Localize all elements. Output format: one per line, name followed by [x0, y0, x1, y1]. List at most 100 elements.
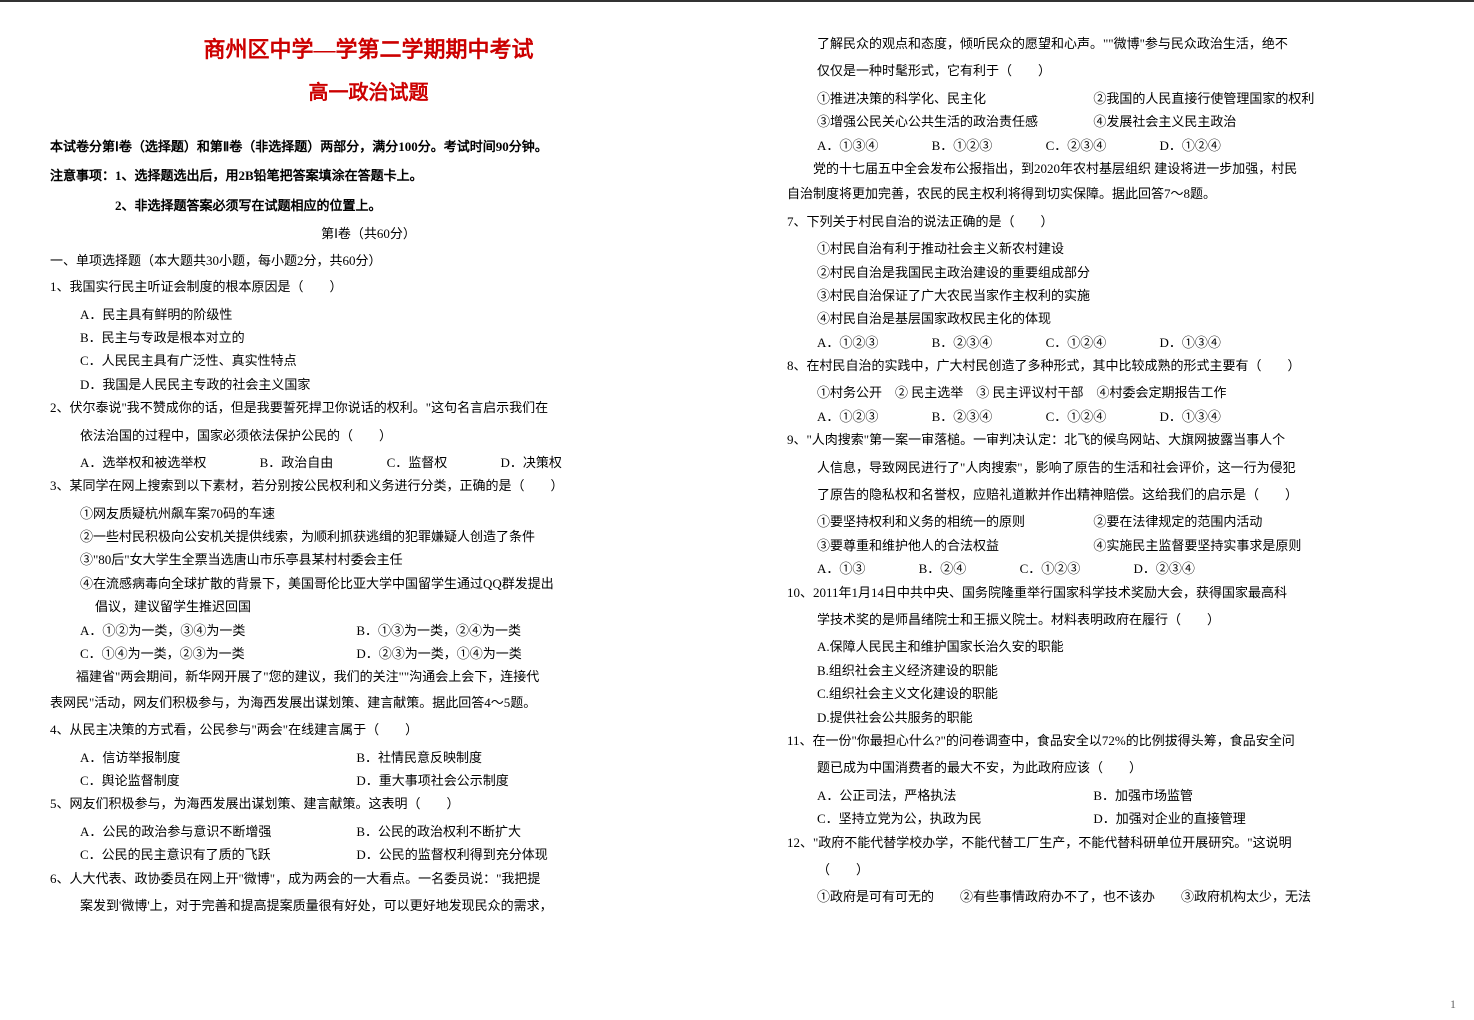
q8-opt-d: D．①③④ — [1159, 405, 1220, 428]
q10-opt-a: A.保障人民民主和维护国家长治久安的职能 — [787, 635, 1424, 658]
q8-opt-a: A．①②③ — [817, 405, 878, 428]
q2-opt-b: B．政治自由 — [260, 451, 334, 474]
q8-options: A．①②③ B．②③④ C．①②④ D．①③④ — [787, 405, 1424, 428]
q4-opt-c: C．舆论监督制度 — [80, 769, 353, 792]
q6-i3: ③增强公民关心公共生活的政治责任感 — [817, 110, 1090, 133]
q4-opt-d: D．重大事项社会公示制度 — [356, 769, 629, 792]
q9-opt-c: C．①②③ — [1020, 557, 1081, 580]
q6-stem4: 仅仅是一种时髦形式，它有利于（ ） — [787, 59, 1424, 82]
instruction-1: 本试卷分第Ⅰ卷（选择题）和第Ⅱ卷（非选择题）两部分，满分100分。考试时间90分… — [50, 135, 687, 158]
q5-opt-d: D．公民的监督权利得到充分体现 — [356, 843, 629, 866]
q3-row1: A．①②为一类，③④为一类 B．①③为一类，②④为一类 — [50, 619, 687, 642]
q1-opt-b: B．民主与专政是根本对立的 — [50, 326, 687, 349]
q11-opt-b: B．加强市场监管 — [1093, 784, 1366, 807]
passage78-p2: 自治制度将更加完善，农民的民主权利将得到切实保障。据此回答7～8题。 — [787, 182, 1424, 205]
passage45-p1: 福建省"两会期间，新华网开展了"您的建议，我们的关注""沟通会上会下，连接代 — [50, 665, 687, 688]
q10-opt-b: B.组织社会主义经济建设的职能 — [787, 659, 1424, 682]
q4-opt-b: B．社情民意反映制度 — [356, 746, 629, 769]
q7-opt-a: A．①②③ — [817, 331, 878, 354]
q7-opt-b: B．②③④ — [932, 331, 993, 354]
q5-stem: 5、网友们积极参与，为海西发展出谋划策、建言献策。这表明（ ） — [50, 792, 687, 815]
q11-stem1: 11、在一份"你最担心什么?"的问卷调查中，食品安全以72%的比例拔得头筹，食品… — [787, 729, 1424, 752]
q5-row1: A．公民的政治参与意识不断增强 B．公民的政治权利不断扩大 — [50, 820, 687, 843]
q2-opt-d: D．决策权 — [500, 451, 561, 474]
q6-opt-d: D．①②④ — [1159, 134, 1220, 157]
page-number: 1 — [1450, 997, 1456, 1012]
q6-i1: ①推进决策的科学化、民主化 — [817, 87, 1090, 110]
q7-i2: ②村民自治是我国民主政治建设的重要组成部分 — [787, 261, 1424, 284]
q5-opt-c: C．公民的民主意识有了质的飞跃 — [80, 843, 353, 866]
q12-stem1: 12、"政府不能代替学校办学，不能代替工厂生产，不能代替科研单位开展研究。"这说… — [787, 831, 1424, 854]
q11-row2: C．坚持立党为公，执政为民 D．加强对企业的直接管理 — [787, 807, 1424, 830]
title-sub: 高一政治试题 — [50, 76, 687, 105]
q9-options: A．①③ B．②④ C．①②③ D．②③④ — [787, 557, 1424, 580]
q6-options: A．①③④ B．①②③ C．②③④ D．①②④ — [787, 134, 1424, 157]
q7-i4: ④村民自治是基层国家政权民主化的体现 — [787, 307, 1424, 330]
q8-stem: 8、在村民自治的实践中，广大村民创造了多种形式，其中比较成熟的形式主要有（ ） — [787, 354, 1424, 377]
q9-irow2: ③要尊重和维护他人的合法权益 ④实施民主监督要坚持实事求是原则 — [787, 534, 1424, 557]
q7-options: A．①②③ B．②③④ C．①②④ D．①③④ — [787, 331, 1424, 354]
q3-i4: ④在流感病毒向全球扩散的背景下，美国哥伦比亚大学中国留学生通过QQ群发提出 — [50, 572, 687, 595]
q7-i3: ③村民自治保证了广大农民当家作主权利的实施 — [787, 284, 1424, 307]
q12-i: ①政府是可有可无的 ②有些事情政府办不了，也不该办 ③政府机构太少，无法 — [787, 885, 1424, 908]
q3-opt-d: D．②③为一类，①④为一类 — [356, 642, 629, 665]
q11-stem2: 题已成为中国消费者的最大不安，为此政府应该（ ） — [787, 756, 1424, 779]
q4-row1: A．信访举报制度 B．社情民意反映制度 — [50, 746, 687, 769]
q6-i4: ④发展社会主义民主政治 — [1093, 110, 1366, 133]
q10-opt-d: D.提供社会公共服务的职能 — [787, 706, 1424, 729]
q8-opt-c: C．①②④ — [1046, 405, 1107, 428]
q9-i1: ①要坚持权利和义务的相统一的原则 — [817, 510, 1090, 533]
q11-opt-d: D．加强对企业的直接管理 — [1093, 807, 1366, 830]
q9-stem2: 人信息，导致网民进行了"人肉搜索"，影响了原告的生活和社会评价，这一行为侵犯 — [787, 456, 1424, 479]
q11-opt-c: C．坚持立党为公，执政为民 — [817, 807, 1090, 830]
q10-opt-c: C.组织社会主义文化建设的职能 — [787, 682, 1424, 705]
q7-stem: 7、下列关于村民自治的说法正确的是（ ） — [787, 210, 1424, 233]
q6-stem1: 6、人大代表、政协委员在网上开"微博"，成为两会的一大看点。一名委员说："我把提 — [50, 867, 687, 890]
q3-i2: ②一些村民积极向公安机关提供线索，为顺利抓获逃缉的犯罪嫌疑人创造了条件 — [50, 525, 687, 548]
q2-opt-c: C．监督权 — [387, 451, 448, 474]
title-main: 商州区中学—学第二学期期中考试 — [50, 32, 687, 64]
q6-irow2: ③增强公民关心公共生活的政治责任感 ④发展社会主义民主政治 — [787, 110, 1424, 133]
q9-stem1: 9、"人肉搜索"第一案一审落槌。一审判决认定：北飞的候鸟网站、大旗网披露当事人个 — [787, 428, 1424, 451]
q9-opt-b: B．②④ — [919, 557, 967, 580]
q6-irow1: ①推进决策的科学化、民主化 ②我国的人民直接行使管理国家的权利 — [787, 87, 1424, 110]
q3-stem: 3、某同学在网上搜索到以下素材，若分别按公民权利和义务进行分类，正确的是（ ） — [50, 474, 687, 497]
q5-row2: C．公民的民主意识有了质的飞跃 D．公民的监督权利得到充分体现 — [50, 843, 687, 866]
q9-stem3: 了原告的隐私权和名誉权，应赔礼道歉并作出精神赔偿。这给我们的启示是（ ） — [787, 483, 1424, 506]
q6-opt-b: B．①②③ — [932, 134, 993, 157]
q1-opt-d: D．我国是人民民主专政的社会主义国家 — [50, 373, 687, 396]
q4-stem: 4、从民主决策的方式看，公民参与"两会"在线建言属于（ ） — [50, 718, 687, 741]
q6-opt-a: A．①③④ — [817, 134, 878, 157]
q3-row2: C．①④为一类，②③为一类 D．②③为一类，①④为一类 — [50, 642, 687, 665]
q1-stem: 1、我国实行民主听证会制度的根本原因是（ ） — [50, 275, 687, 298]
q6-stem2: 案发到'微博'上，对于完善和提高提案质量很有好处，可以更好地发现民众的需求， — [50, 894, 687, 917]
q7-opt-c: C．①②④ — [1046, 331, 1107, 354]
q4-row2: C．舆论监督制度 D．重大事项社会公示制度 — [50, 769, 687, 792]
q2-stem2: 依法治国的过程中，国家必须依法保护公民的（ ） — [50, 424, 687, 447]
q2-opt-a: A．选举权和被选举权 — [80, 451, 206, 474]
q9-i4: ④实施民主监督要坚持实事求是原则 — [1093, 534, 1366, 557]
q9-opt-d: D．②③④ — [1133, 557, 1194, 580]
q3-opt-c: C．①④为一类，②③为一类 — [80, 642, 353, 665]
instruction-3: 2、非选择题答案必须写在试题相应的位置上。 — [50, 194, 687, 217]
q6-stem3: 了解民众的观点和态度，倾听民众的愿望和心声。""微博"参与民众政治生活，绝不 — [787, 32, 1424, 55]
q8-opt-b: B．②③④ — [932, 405, 993, 428]
right-column: 了解民众的观点和态度，倾听民众的愿望和心声。""微博"参与民众政治生活，绝不 仅… — [737, 0, 1474, 1020]
q9-opt-a: A．①③ — [817, 557, 865, 580]
q6-opt-c: C．②③④ — [1046, 134, 1107, 157]
instruction-2: 注意事项：1、选择题选出后，用2B铅笔把答案填涂在答题卡上。 — [50, 164, 687, 187]
q11-row1: A．公正司法，严格执法 B．加强市场监管 — [787, 784, 1424, 807]
q10-stem1: 10、2011年1月14日中共中央、国务院隆重举行国家科学技术奖励大会，获得国家… — [787, 581, 1424, 604]
q2-stem1: 2、伏尔泰说"我不赞成你的话，但是我要誓死捍卫你说话的权利。"这句名言启示我们在 — [50, 396, 687, 419]
passage78-p1: 党的十七届五中全会发布公报指出，到2020年农村基层组织 建设将进一步加强，村民 — [787, 157, 1424, 180]
q3-i1: ①网友质疑杭州飙车案70码的车速 — [50, 502, 687, 525]
q2-options: A．选举权和被选举权 B．政治自由 C．监督权 D．决策权 — [50, 451, 687, 474]
q10-stem2: 学技术奖的是师昌绪院士和王振义院士。材料表明政府在履行（ ） — [787, 608, 1424, 631]
q5-opt-b: B．公民的政治权利不断扩大 — [356, 820, 629, 843]
q7-i1: ①村民自治有利于推动社会主义新农村建设 — [787, 237, 1424, 260]
left-column: 商州区中学—学第二学期期中考试 高一政治试题 本试卷分第Ⅰ卷（选择题）和第Ⅱ卷（… — [0, 0, 737, 1020]
q5-opt-a: A．公民的政治参与意识不断增强 — [80, 820, 353, 843]
q1-opt-c: C．人民民主具有广泛性、真实性特点 — [50, 349, 687, 372]
q4-opt-a: A．信访举报制度 — [80, 746, 353, 769]
q9-irow1: ①要坚持权利和义务的相统一的原则 ②要在法律规定的范围内活动 — [787, 510, 1424, 533]
